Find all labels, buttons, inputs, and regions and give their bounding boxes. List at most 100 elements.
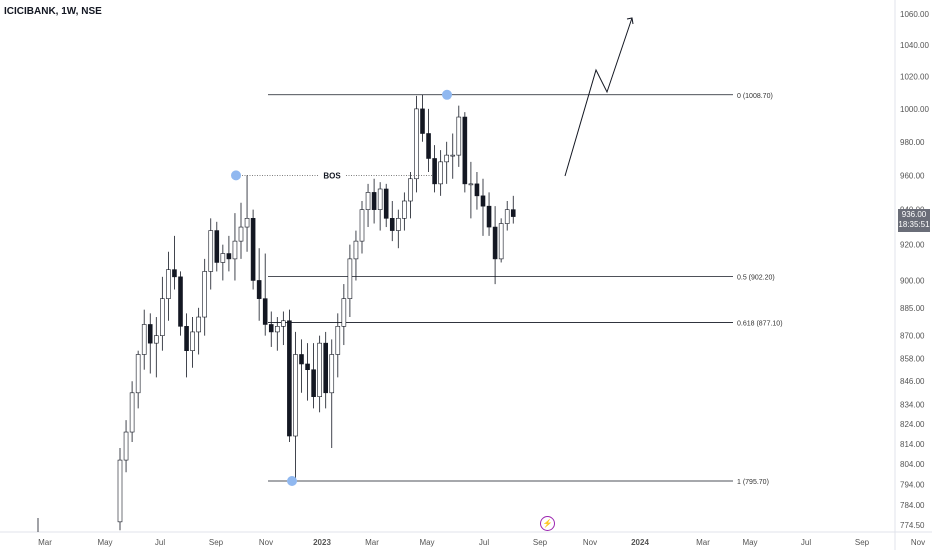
candle-body[interactable] <box>268 324 274 333</box>
candle-body[interactable] <box>178 276 183 327</box>
candle-body[interactable] <box>305 363 310 371</box>
y-tick-label: 834.00 <box>900 400 925 409</box>
candle-body[interactable] <box>250 218 256 281</box>
candle-body[interactable] <box>154 335 159 344</box>
y-tick-label: 1040.00 <box>900 41 929 50</box>
candle-body[interactable] <box>353 240 359 260</box>
current-price: 936.00 <box>901 210 927 219</box>
candle-body[interactable] <box>438 161 443 185</box>
candle-body[interactable] <box>123 431 129 461</box>
candle-body[interactable] <box>414 108 419 180</box>
candle-body[interactable] <box>504 209 510 224</box>
candle-body[interactable] <box>408 178 413 202</box>
y-tick-label: 774.50 <box>900 521 925 530</box>
candle-body[interactable] <box>293 354 298 437</box>
fib-level-label: 0.618 (877.10) <box>737 320 783 327</box>
candle-body[interactable] <box>347 258 353 299</box>
candle-body[interactable] <box>395 218 401 231</box>
candle-body[interactable] <box>402 200 407 219</box>
x-tick-label: Sep <box>209 538 224 547</box>
bar-countdown: 18:35:51 <box>898 220 930 229</box>
candle-body[interactable] <box>166 269 171 299</box>
candle-body[interactable] <box>480 195 486 207</box>
candle-body[interactable] <box>141 324 147 355</box>
candle-body[interactable] <box>287 320 292 437</box>
candle-body[interactable] <box>486 205 492 228</box>
candle-body[interactable] <box>371 192 377 210</box>
candle-body[interactable] <box>135 354 141 394</box>
candle-body[interactable] <box>468 183 474 186</box>
x-tick-label: Nov <box>583 538 597 547</box>
lightning-icon[interactable]: ⚡ <box>540 516 555 531</box>
candle-body[interactable] <box>129 392 135 433</box>
x-tick-label: Sep <box>855 538 870 547</box>
y-tick-label: 900.00 <box>900 276 925 285</box>
swing-high-marker[interactable] <box>442 89 452 100</box>
candle-body[interactable] <box>238 226 244 242</box>
y-tick-label: 784.00 <box>900 501 925 510</box>
x-tick-label: 2023 <box>313 538 331 547</box>
x-tick-label: May <box>97 538 112 547</box>
y-tick-label: 1020.00 <box>900 73 929 82</box>
x-tick-label: Sep <box>533 538 548 547</box>
candle-body[interactable] <box>389 218 395 231</box>
candle-body[interactable] <box>426 133 431 159</box>
y-tick-label: 870.00 <box>900 332 925 341</box>
candle-body[interactable] <box>341 298 347 327</box>
candle-body[interactable] <box>299 354 304 365</box>
x-tick-label: May <box>419 538 434 547</box>
candle-body[interactable] <box>196 316 201 333</box>
candle-body[interactable] <box>244 218 250 228</box>
candle-body[interactable] <box>383 188 389 219</box>
candle-body[interactable] <box>335 326 341 355</box>
candle-body[interactable] <box>474 183 480 197</box>
swing-low-marker[interactable] <box>287 476 297 487</box>
candle-body[interactable] <box>450 154 456 157</box>
candle-body[interactable] <box>432 158 437 185</box>
candle-body[interactable] <box>359 209 365 242</box>
candle-body[interactable] <box>444 154 450 163</box>
candle-body[interactable] <box>117 459 123 523</box>
candle-body[interactable] <box>462 116 468 185</box>
candle-body[interactable] <box>456 116 462 156</box>
candle-body[interactable] <box>377 188 383 210</box>
candle-body[interactable] <box>214 230 220 263</box>
candle-body[interactable] <box>147 324 153 344</box>
x-tick-label: Mar <box>365 538 379 547</box>
x-tick-label: Jul <box>479 538 489 547</box>
projection-arrow[interactable] <box>564 17 633 177</box>
candle-body[interactable] <box>190 331 195 352</box>
candle-body[interactable] <box>172 269 177 278</box>
y-tick-label: 846.00 <box>900 377 925 386</box>
candle-body[interactable] <box>226 253 232 260</box>
candle-body[interactable] <box>256 280 262 299</box>
swing-high-marker[interactable] <box>231 170 241 181</box>
candle-body[interactable] <box>365 192 371 210</box>
y-tick-label: 960.00 <box>900 171 925 180</box>
x-tick-label: Jul <box>801 538 811 547</box>
fib-level-label: 0.5 (902.20) <box>737 274 775 281</box>
y-tick-label: 804.00 <box>900 460 925 469</box>
candle-body[interactable] <box>281 320 286 327</box>
candle-body[interactable] <box>510 209 516 217</box>
candle-body[interactable] <box>202 271 207 318</box>
fib-level-label: 1 (795.70) <box>737 479 769 486</box>
candle-body[interactable] <box>317 342 322 397</box>
candle-body[interactable] <box>160 298 165 336</box>
candle-body[interactable] <box>498 223 504 260</box>
candle-body[interactable] <box>492 226 498 260</box>
x-tick-label: Jul <box>155 538 165 547</box>
candle-body[interactable] <box>420 108 425 134</box>
candle-body[interactable] <box>232 240 238 260</box>
candle-body[interactable] <box>184 326 189 352</box>
y-tick-label: 920.00 <box>900 241 925 250</box>
candle-body[interactable] <box>311 369 316 397</box>
candle-body[interactable] <box>329 354 335 394</box>
candle-body[interactable] <box>220 253 226 263</box>
candle-body[interactable] <box>208 230 214 272</box>
y-tick-label: 794.00 <box>900 481 925 490</box>
candle-body[interactable] <box>274 326 280 333</box>
candle-body[interactable] <box>323 342 329 394</box>
candle-body[interactable] <box>262 298 268 325</box>
